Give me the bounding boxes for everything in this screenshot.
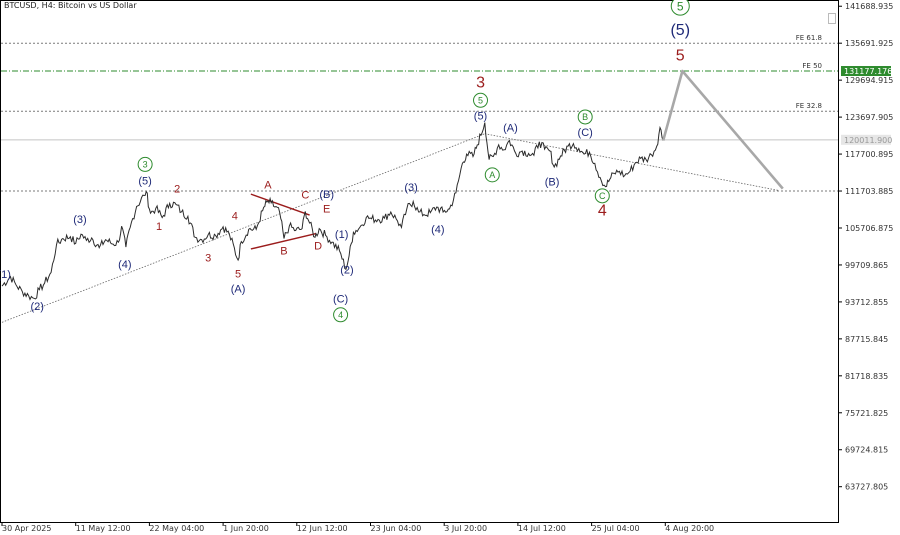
y-tick-label: 63727.805 [845,483,888,492]
projection-line [661,69,784,190]
x-tick-label: 12 Jun 12:00 [297,524,348,533]
y-tick-label: 93712.855 [845,298,888,307]
x-tick-label: 14 Jul 12:00 [518,524,566,533]
y-tick-label: 69724.815 [845,446,888,455]
wave-label-circle [333,307,349,323]
channel-trendline [1,133,485,323]
wave-label: (2) [31,301,44,313]
wave-label: (1) [335,229,348,241]
wave-label-circle [577,109,593,125]
wave-label: 1 [156,221,162,233]
wave-label: 3 [205,252,211,264]
wave-label-circle [473,92,489,108]
x-tick-label: 1 Jun 20:00 [223,524,269,533]
wave-label: (A) [503,122,518,134]
x-tick-label: 23 Jun 04:00 [371,524,422,533]
wave-label: 5 [478,96,483,106]
level-label: FE 50 [802,62,822,70]
wave-label: B [582,112,588,122]
level-label: FE 61.8 [796,34,822,42]
wave-label: 2 [174,183,180,195]
x-tick-label: 22 May 04:00 [149,524,204,533]
chart-shift-button[interactable] [828,13,836,24]
y-tick-label: 141688.935 [845,2,893,11]
wave-label: 5 [235,268,241,280]
wave-label: 3 [143,160,148,170]
current-price-tag-label: 120011.900 [844,136,892,145]
wave-label: (1) [0,269,11,281]
symbol-label: BTCUSD, H4: Bitcoin vs US Dollar [4,1,137,10]
y-tick-label: 99709.865 [845,261,888,270]
triangle-boundary-line [250,193,310,216]
wave-label: B [280,246,287,258]
x-tick-label: 25 Jul 04:00 [592,524,640,533]
current-level-tag [841,66,891,77]
wave-label-circle [670,0,690,16]
wave-label: C [301,189,309,201]
wave-label: 5 [676,47,685,64]
wave-label: 4 [338,310,343,320]
triangle-boundary-line [250,232,317,250]
y-tick-label: 105706.875 [845,224,893,233]
y-tick-label: 135691.925 [845,39,893,48]
plot-area [0,0,839,523]
wave-label: (C) [333,294,348,306]
x-tick-label: 4 Aug 20:00 [665,524,714,533]
wave-label-circle [594,188,610,204]
wave-label: 3 [476,75,485,92]
wave-label: (3) [404,182,417,194]
wave-label: (B) [545,177,560,189]
wave-label: (4) [118,259,131,271]
wave-label: A [264,180,272,192]
y-tick-label: 129694.915 [845,76,893,85]
y-tick-label: 117700.895 [845,150,893,159]
y-tick-label: 111703.885 [845,187,893,196]
wave-label-circle [484,167,500,183]
wave-label: (C) [578,127,593,139]
wave-label: 5 [677,0,684,14]
current-price-tag [841,134,891,145]
wave-label: 4 [598,203,607,220]
wave-label: (3) [73,214,86,226]
y-tick-label: 123697.905 [845,113,893,122]
y-tick-label: 87715.845 [845,335,888,344]
channel-trendline [484,133,779,191]
wave-label: 4 [232,210,238,222]
price-line [1,122,664,301]
wave-label: A [489,170,495,180]
level-label: FE 32.8 [796,102,822,110]
x-tick-label: 30 Apr 2025 [2,524,51,533]
wave-label: (5) [670,22,690,39]
wave-label: (B) [319,189,334,201]
wave-label: E [323,204,330,216]
x-tick-label: 11 May 12:00 [76,524,131,533]
wave-label: (2) [340,265,353,277]
current-level-tag-label: 131177.176 [844,67,892,76]
wave-label: (5) [138,175,151,187]
wave-label: (A) [231,284,246,296]
wave-label: (5) [474,111,487,123]
wave-label: C [599,191,606,201]
wave-label: (4) [431,224,444,236]
wave-label-circle [137,156,153,172]
x-tick-label: 3 Jul 20:00 [444,524,487,533]
y-tick-label: 81718.835 [845,372,888,381]
y-tick-label: 75721.825 [845,409,888,418]
wave-label: D [314,241,322,253]
